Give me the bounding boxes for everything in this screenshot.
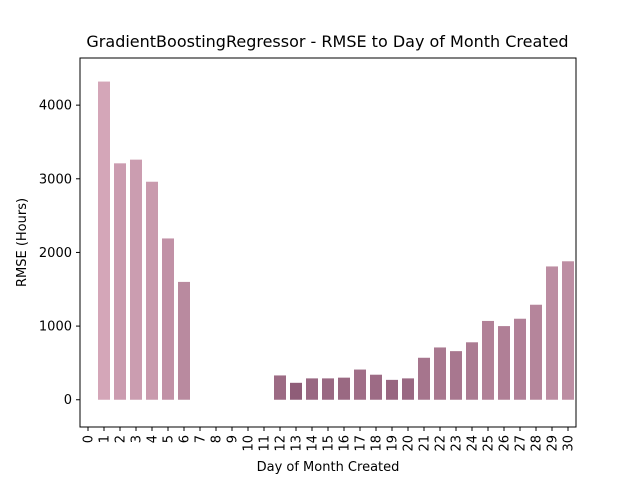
bar-day-28 <box>530 304 542 400</box>
bar-day-15 <box>322 378 334 400</box>
bar-day-30 <box>562 261 574 400</box>
bar-day-14 <box>306 378 318 400</box>
x-tick-label: 17 <box>354 435 369 452</box>
bar-day-5 <box>162 238 174 400</box>
x-tick-label: 23 <box>450 435 465 452</box>
bar-day-19 <box>386 379 398 400</box>
x-tick-label: 9 <box>226 435 241 443</box>
bar-day-4 <box>146 181 158 400</box>
x-tick-label: 12 <box>274 435 289 452</box>
x-tick-label: 1 <box>98 435 113 443</box>
bar-day-26 <box>498 326 510 400</box>
x-tick-label: 27 <box>514 435 529 452</box>
bar-day-22 <box>434 347 446 400</box>
bar-day-21 <box>418 357 430 400</box>
bar-day-17 <box>354 369 366 400</box>
x-tick-label: 15 <box>322 435 337 452</box>
bar-day-24 <box>466 342 478 400</box>
x-tick-label: 6 <box>178 435 193 443</box>
bar-day-12 <box>274 375 286 400</box>
bar-day-20 <box>402 378 414 400</box>
x-tick-label: 18 <box>370 435 385 452</box>
x-tick-label: 5 <box>162 435 177 443</box>
y-tick-label: 1000 <box>39 320 72 335</box>
bar-day-3 <box>130 159 142 400</box>
x-tick-label: 10 <box>242 435 257 452</box>
x-tick-label: 2 <box>114 435 129 443</box>
x-tick-label: 14 <box>306 435 321 452</box>
bar-day-25 <box>482 320 494 400</box>
x-tick-label: 30 <box>562 435 577 452</box>
bar-day-29 <box>546 266 558 400</box>
bar-day-18 <box>370 374 382 400</box>
x-tick-label: 13 <box>290 435 305 452</box>
y-tick-label: 2000 <box>39 246 72 261</box>
x-tick-label: 20 <box>402 435 417 452</box>
x-tick-label: 19 <box>386 435 401 452</box>
bar-day-1 <box>98 81 110 400</box>
x-tick-label: 8 <box>210 435 225 443</box>
x-tick-label: 11 <box>258 435 273 452</box>
x-tick-label: 7 <box>194 435 209 443</box>
x-tick-label: 24 <box>466 435 481 452</box>
x-tick-label: 22 <box>434 435 449 452</box>
x-tick-label: 4 <box>146 435 161 443</box>
x-tick-label: 21 <box>418 435 433 452</box>
bar-day-6 <box>178 281 190 400</box>
chart-title: GradientBoostingRegressor - RMSE to Day … <box>86 32 569 51</box>
y-axis-label: RMSE (Hours) <box>15 198 30 287</box>
y-tick-label: 3000 <box>39 172 72 187</box>
bar-day-16 <box>338 377 350 400</box>
bar-day-23 <box>450 351 462 400</box>
x-tick-label: 29 <box>546 435 561 452</box>
x-axis-label: Day of Month Created <box>257 460 400 475</box>
x-tick-label: 25 <box>482 435 497 452</box>
bar-day-13 <box>290 382 302 400</box>
x-tick-label: 26 <box>498 435 513 452</box>
x-tick-label: 0 <box>82 435 97 443</box>
y-tick-label: 4000 <box>39 99 72 114</box>
x-tick-label: 3 <box>130 435 145 443</box>
x-tick-label: 28 <box>530 435 545 452</box>
bar-day-2 <box>114 163 126 400</box>
bar-day-27 <box>514 318 526 400</box>
x-tick-label: 16 <box>338 435 353 452</box>
y-tick-label: 0 <box>64 393 72 408</box>
